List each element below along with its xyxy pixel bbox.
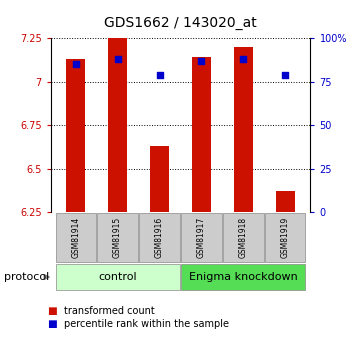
Text: percentile rank within the sample: percentile rank within the sample [64,319,229,329]
Bar [192,57,211,212]
Text: GSM81915: GSM81915 [113,217,122,258]
Bar [276,191,295,212]
Text: GSM81918: GSM81918 [239,217,248,258]
Text: GSM81916: GSM81916 [155,217,164,258]
Text: transformed count: transformed count [64,306,155,316]
Bar [108,38,127,212]
Bar [97,213,138,262]
Text: ■: ■ [47,319,57,329]
Point [199,58,204,63]
Point [115,56,121,62]
Point [73,61,79,67]
Bar [223,213,264,262]
Bar [265,213,305,262]
Bar [181,264,305,290]
Bar [139,213,180,262]
Text: GDS1662 / 143020_at: GDS1662 / 143020_at [104,16,257,30]
Text: protocol: protocol [4,272,49,282]
Bar [56,264,180,290]
Point [240,56,246,62]
Bar [66,59,85,212]
Bar [150,146,169,212]
Text: Enigma knockdown: Enigma knockdown [189,272,298,282]
Text: GSM81917: GSM81917 [197,217,206,258]
Point [282,72,288,77]
Text: GSM81919: GSM81919 [281,217,290,258]
Bar [234,47,253,212]
Text: ■: ■ [47,306,57,316]
Text: control: control [98,272,137,282]
Text: GSM81914: GSM81914 [71,217,80,258]
Bar [56,213,96,262]
Point [157,72,162,77]
Bar [181,213,222,262]
